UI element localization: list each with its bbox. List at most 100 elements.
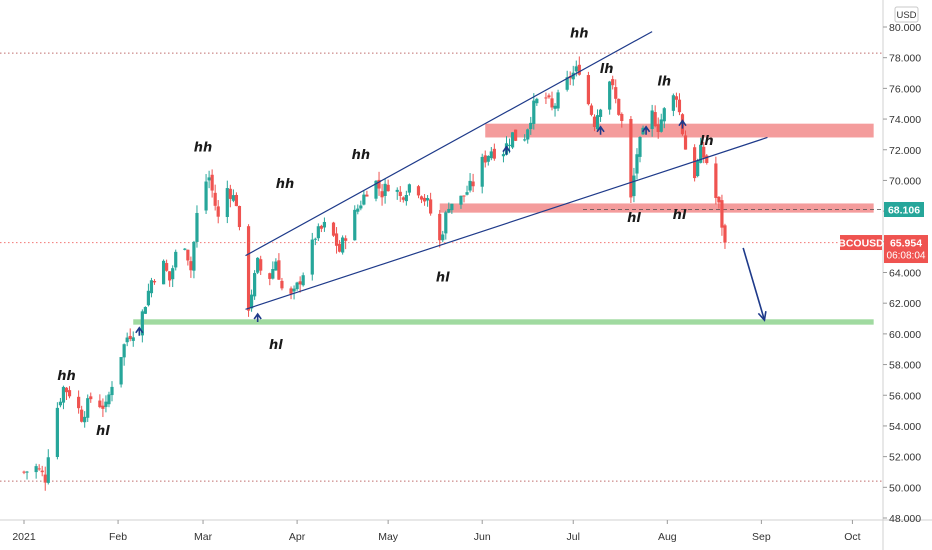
candle-body-98 bbox=[319, 225, 323, 229]
candle-body-36 bbox=[131, 337, 135, 341]
candle-body-160 bbox=[507, 144, 512, 146]
candle-body-153 bbox=[486, 155, 490, 162]
price-tick-label: 78.000 bbox=[889, 53, 921, 65]
candles-layer bbox=[22, 56, 727, 491]
candle-body-42 bbox=[149, 280, 154, 294]
currency-box[interactable]: USD bbox=[894, 6, 919, 23]
candle-body-40 bbox=[143, 306, 147, 314]
candle-body-50 bbox=[174, 251, 178, 268]
price-tick-label: 54.000 bbox=[889, 421, 921, 433]
annotation-hl-10: hl bbox=[627, 211, 641, 226]
candle-body-39 bbox=[140, 311, 144, 336]
candle-body-161 bbox=[510, 132, 515, 148]
up-arrow-marker-0 bbox=[135, 326, 144, 336]
candle-body-187 bbox=[589, 105, 594, 115]
time-axis[interactable]: 2021 Feb Mar Apr May Jun Jul Aug Sep Oct bbox=[12, 520, 861, 543]
candle-body-74 bbox=[246, 226, 251, 311]
candle-body-196 bbox=[617, 98, 621, 115]
candle-body-49 bbox=[171, 268, 175, 280]
candle-body-34 bbox=[125, 337, 129, 343]
candle-body-56 bbox=[192, 241, 196, 271]
candle-body-113 bbox=[365, 194, 369, 197]
time-tick-label: Jun bbox=[474, 531, 491, 543]
candle-body-186 bbox=[586, 75, 591, 105]
price-tick-label: 52.000 bbox=[889, 452, 921, 464]
level-price-label: 68.106 bbox=[888, 204, 920, 216]
candle-body-148 bbox=[471, 181, 475, 187]
candle-body-188 bbox=[592, 116, 597, 127]
candle-body-214 bbox=[671, 95, 675, 111]
plot-background bbox=[0, 0, 883, 520]
price-tick-label: 80.000 bbox=[889, 22, 921, 34]
candle-body-88 bbox=[289, 288, 293, 294]
symbol-badge-box bbox=[840, 235, 882, 251]
candle-body-104 bbox=[337, 243, 342, 252]
candle-body-216 bbox=[677, 99, 682, 113]
candle-body-29 bbox=[110, 386, 114, 396]
candle-body-33 bbox=[122, 344, 126, 358]
candle-body-110 bbox=[356, 208, 360, 212]
trendline-0 bbox=[245, 136, 768, 310]
candle-body-133 bbox=[425, 198, 430, 201]
candle-body-82 bbox=[271, 269, 275, 279]
candle-body-145 bbox=[462, 195, 466, 197]
candle-body-139 bbox=[444, 212, 448, 234]
trendlines-layer bbox=[245, 31, 768, 322]
candle-body-120 bbox=[386, 184, 390, 192]
candle-body-208 bbox=[653, 112, 657, 127]
time-tick-label: Mar bbox=[194, 531, 213, 543]
candle-body-195 bbox=[614, 87, 618, 99]
candle-body-169 bbox=[535, 98, 539, 104]
candle-body-53 bbox=[183, 248, 187, 250]
candle-body-138 bbox=[441, 234, 445, 241]
zones-layer bbox=[133, 123, 874, 325]
candle-body-179 bbox=[565, 77, 569, 90]
annotation-hh-5: hh bbox=[352, 148, 371, 163]
candle-body-207 bbox=[650, 110, 654, 130]
candle-body-155 bbox=[492, 148, 496, 159]
candle-body-102 bbox=[331, 222, 336, 236]
candle-body-218 bbox=[683, 135, 688, 150]
candle-body-20 bbox=[83, 416, 87, 423]
candle-body-210 bbox=[659, 119, 663, 132]
candle-body-215 bbox=[674, 96, 679, 100]
zone-resistance-1 bbox=[485, 123, 874, 138]
last-price-badge-box bbox=[884, 235, 928, 264]
time-tick-label: Sep bbox=[752, 531, 771, 543]
candle-body-11 bbox=[55, 407, 59, 457]
candle-body-151 bbox=[480, 156, 484, 187]
price-tick-label: 58.000 bbox=[889, 360, 921, 372]
candle-body-103 bbox=[334, 233, 339, 246]
candle-body-181 bbox=[571, 72, 575, 80]
last-price-badge: 65.954 06:08:04 bbox=[884, 235, 928, 264]
candle-body-1 bbox=[25, 471, 29, 473]
candle-body-27 bbox=[104, 401, 108, 407]
candle-body-222 bbox=[696, 160, 700, 177]
candle-body-15 bbox=[67, 390, 72, 397]
candle-body-147 bbox=[468, 180, 472, 191]
forecast-arrow-shaft bbox=[742, 247, 766, 321]
currency-label: USD bbox=[896, 10, 916, 21]
price-tick-label: 76.000 bbox=[889, 83, 921, 95]
candle-body-190 bbox=[598, 109, 603, 117]
price-tick-label: 72.000 bbox=[889, 145, 921, 157]
candle-body-130 bbox=[416, 186, 421, 196]
candle-body-140 bbox=[447, 208, 451, 213]
annotation-hl-3: hl bbox=[269, 338, 283, 353]
candle-body-158 bbox=[501, 154, 506, 157]
up-arrow-marker-5 bbox=[678, 119, 687, 129]
candle-body-96 bbox=[313, 238, 317, 240]
candle-body-200 bbox=[629, 119, 633, 198]
candle-body-144 bbox=[459, 195, 463, 205]
candle-body-137 bbox=[438, 213, 442, 241]
candle-body-55 bbox=[189, 261, 193, 271]
annotation-lh-8: lh bbox=[600, 62, 614, 77]
candle-body-203 bbox=[638, 136, 642, 157]
trendline-1 bbox=[245, 31, 653, 257]
candle-body-117 bbox=[377, 179, 381, 189]
candle-body-105 bbox=[341, 237, 345, 253]
price-axis[interactable]: 48.000 50.000 52.000 54.000 56.000 58.000 60.0… bbox=[883, 22, 921, 525]
candle-body-125 bbox=[401, 197, 405, 200]
candle-body-7 bbox=[43, 474, 47, 483]
